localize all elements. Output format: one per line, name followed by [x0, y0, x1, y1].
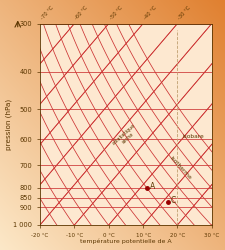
Text: isobare: isobare	[182, 134, 204, 139]
Text: adiabatique
sèche: adiabatique sèche	[111, 122, 140, 150]
Text: C: C	[170, 196, 176, 205]
Text: -60 °C: -60 °C	[74, 6, 89, 21]
Text: -70 °C: -70 °C	[40, 6, 55, 21]
Y-axis label: pression (hPa): pression (hPa)	[6, 99, 12, 150]
X-axis label: température potentielle de A: température potentielle de A	[80, 239, 172, 244]
Text: A: A	[149, 182, 155, 191]
Text: -50 °C: -50 °C	[109, 6, 124, 21]
Text: isotherme: isotherme	[169, 156, 193, 181]
Text: -40 °C: -40 °C	[143, 6, 158, 21]
Text: -30 °C: -30 °C	[178, 6, 192, 21]
